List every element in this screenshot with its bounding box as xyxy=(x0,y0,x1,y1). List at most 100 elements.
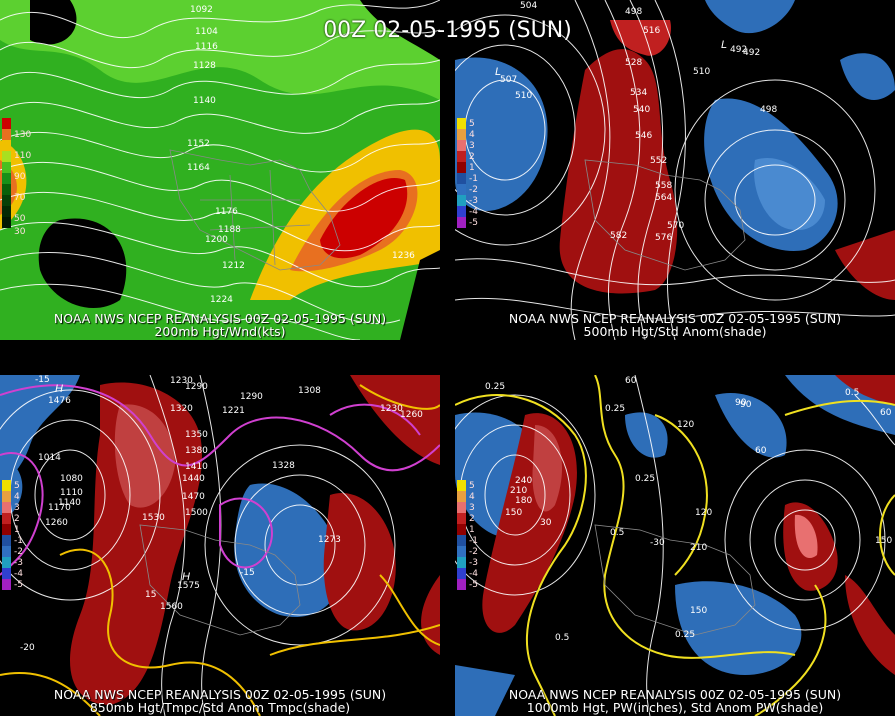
map-500mb: 504 498 510 516 528 534 540 546 552 558 … xyxy=(455,0,895,340)
panel-caption-line2: 200mb Hgt/Wnd(kts) xyxy=(154,324,286,339)
colorbar-label: 1 xyxy=(469,525,475,535)
low-value: 492 xyxy=(743,48,760,58)
contour-label: 30 xyxy=(540,518,552,528)
colorbar-label: -2 xyxy=(469,185,478,195)
contour-label: 1140 xyxy=(58,498,81,508)
contour-label: 1140 xyxy=(193,96,216,106)
contour-label: 90 xyxy=(740,400,752,410)
contour-label: 1236 xyxy=(392,251,415,261)
colorbar-label: -4 xyxy=(14,569,23,579)
contour-label: 492 xyxy=(730,45,747,55)
colorbar-label: 50 xyxy=(14,214,26,224)
contour-label: 510 xyxy=(515,91,532,101)
contour-label: 120 xyxy=(677,420,694,430)
panel-caption-line2: 850mb Hgt/Tmpc/Std Anom Tmpc(shade) xyxy=(89,700,351,715)
pw-label: 0.25 xyxy=(635,474,655,484)
contour-label: 240 xyxy=(515,476,532,486)
contour-label: 1080 xyxy=(60,474,83,484)
colorbar-label: 4 xyxy=(469,492,475,502)
wind-shade-calm xyxy=(38,218,127,309)
high-marker: H xyxy=(55,383,63,395)
low-marker: L xyxy=(721,39,727,51)
colorbar-label: 4 xyxy=(14,492,20,502)
panel-1000mb: 60 0.25 120 180 240 210 150 150 90 60 30… xyxy=(455,375,895,716)
contour-label: 60 xyxy=(625,376,637,386)
contour-label: 1500 xyxy=(185,508,208,518)
panel-caption-line2: 500mb Hgt/Std Anom(shade) xyxy=(583,324,767,339)
colorbar-label: -2 xyxy=(14,547,23,557)
low-value: 1328 xyxy=(272,461,295,471)
colorbar-label: -1 xyxy=(14,536,23,546)
contour-label: 1110 xyxy=(60,488,83,498)
colorbar-label: 90 xyxy=(14,172,26,182)
contour-label: 1350 xyxy=(185,430,208,440)
colorbar-label: 5 xyxy=(469,119,475,129)
pw-label: 0.5 xyxy=(610,528,624,538)
colorbar-label: 110 xyxy=(14,151,32,161)
contour-label: 90 xyxy=(735,398,747,408)
anom-positive-w xyxy=(559,49,678,294)
contour-label: 1092 xyxy=(190,5,213,15)
pw-label: 0.25 xyxy=(675,630,695,640)
anom-negative-w xyxy=(455,57,548,211)
colorbar-label: -3 xyxy=(469,196,478,206)
contour-label: 1164 xyxy=(187,163,210,173)
panel-caption-line1: NOAA NWS NCEP REANALYSIS 00Z 02-05-1995 … xyxy=(53,311,387,326)
contour-label: 528 xyxy=(625,58,642,68)
contour-label: 1260 xyxy=(400,410,423,420)
contour-label: 1200 xyxy=(150,375,173,376)
contour-label: 498 xyxy=(625,7,642,17)
colorbar-label: 1 xyxy=(14,525,20,535)
low-value: 1014 xyxy=(38,453,61,463)
contour-label: 1128 xyxy=(193,61,216,71)
contour-label: 210 xyxy=(510,486,527,496)
contour-label: -30 xyxy=(650,538,665,548)
colorbar-label: -3 xyxy=(469,558,478,568)
contour-label: 150 xyxy=(690,606,707,616)
map-850mb: 1200 1230 1290 1320 1350 1380 1410 1440 … xyxy=(0,375,440,716)
contour-label: 1170 xyxy=(48,503,71,513)
contour-label: 1530 xyxy=(142,513,165,523)
temp-label: -20 xyxy=(20,643,35,653)
contour-label: 150 xyxy=(505,508,522,518)
contour-label: 534 xyxy=(630,88,647,98)
contour-label: 510 xyxy=(693,67,710,77)
colorbar-label: 4 xyxy=(469,130,475,140)
contour-label: 1224 xyxy=(210,295,233,305)
colorbar-label: -2 xyxy=(469,547,478,557)
temp-label: 15 xyxy=(145,590,156,600)
colorbar-label: -5 xyxy=(14,580,23,590)
colorbar-label: -3 xyxy=(14,558,23,568)
contour-label: 504 xyxy=(520,1,537,11)
contour-label: 1410 xyxy=(185,462,208,472)
panel-500mb: 504 498 510 516 528 534 540 546 552 558 … xyxy=(455,0,895,340)
high-value: 1575 xyxy=(177,581,200,591)
contour-label: 1440 xyxy=(182,474,205,484)
contour-label: 1212 xyxy=(222,261,245,271)
colorbar-500mb: 5 4 3 2 1 -1 -2 -3 -4 -5 xyxy=(457,118,478,228)
low-value: 1273 xyxy=(318,535,341,545)
temp-label: -15 xyxy=(240,568,255,578)
panel-caption-line1: NOAA NWS NCEP REANALYSIS 00Z 02-05-1995 … xyxy=(508,311,842,326)
contour-label: 1188 xyxy=(218,225,241,235)
contour-label: 1560 xyxy=(160,602,183,612)
contour-label: 60 xyxy=(880,408,892,418)
colorbar-label: -4 xyxy=(469,569,478,579)
contour-label: 1260 xyxy=(45,518,68,528)
pw-label: 0.25 xyxy=(605,404,625,414)
contour-label: 1152 xyxy=(187,139,210,149)
contour-label: 540 xyxy=(633,105,650,115)
contour-label: 564 xyxy=(655,193,672,203)
colorbar-850mb: 5 4 3 2 1 -1 -2 -3 -4 -5 xyxy=(2,480,23,590)
contour-label: 180 xyxy=(515,496,532,506)
colorbar-label: -5 xyxy=(469,580,478,590)
low-value: 507 xyxy=(500,75,517,85)
colorbar-label: 130 xyxy=(14,130,32,140)
contour-label: 1290 xyxy=(185,382,208,392)
pw-label: 0.5 xyxy=(845,388,859,398)
colorbar-label: 2 xyxy=(469,514,475,524)
colorbar-200mb: 130 110 90 70 50 30 xyxy=(2,118,31,237)
wind-shade-red-e xyxy=(320,178,408,259)
contour-label: 546 xyxy=(635,131,652,141)
contour-label: 150 xyxy=(875,536,892,546)
